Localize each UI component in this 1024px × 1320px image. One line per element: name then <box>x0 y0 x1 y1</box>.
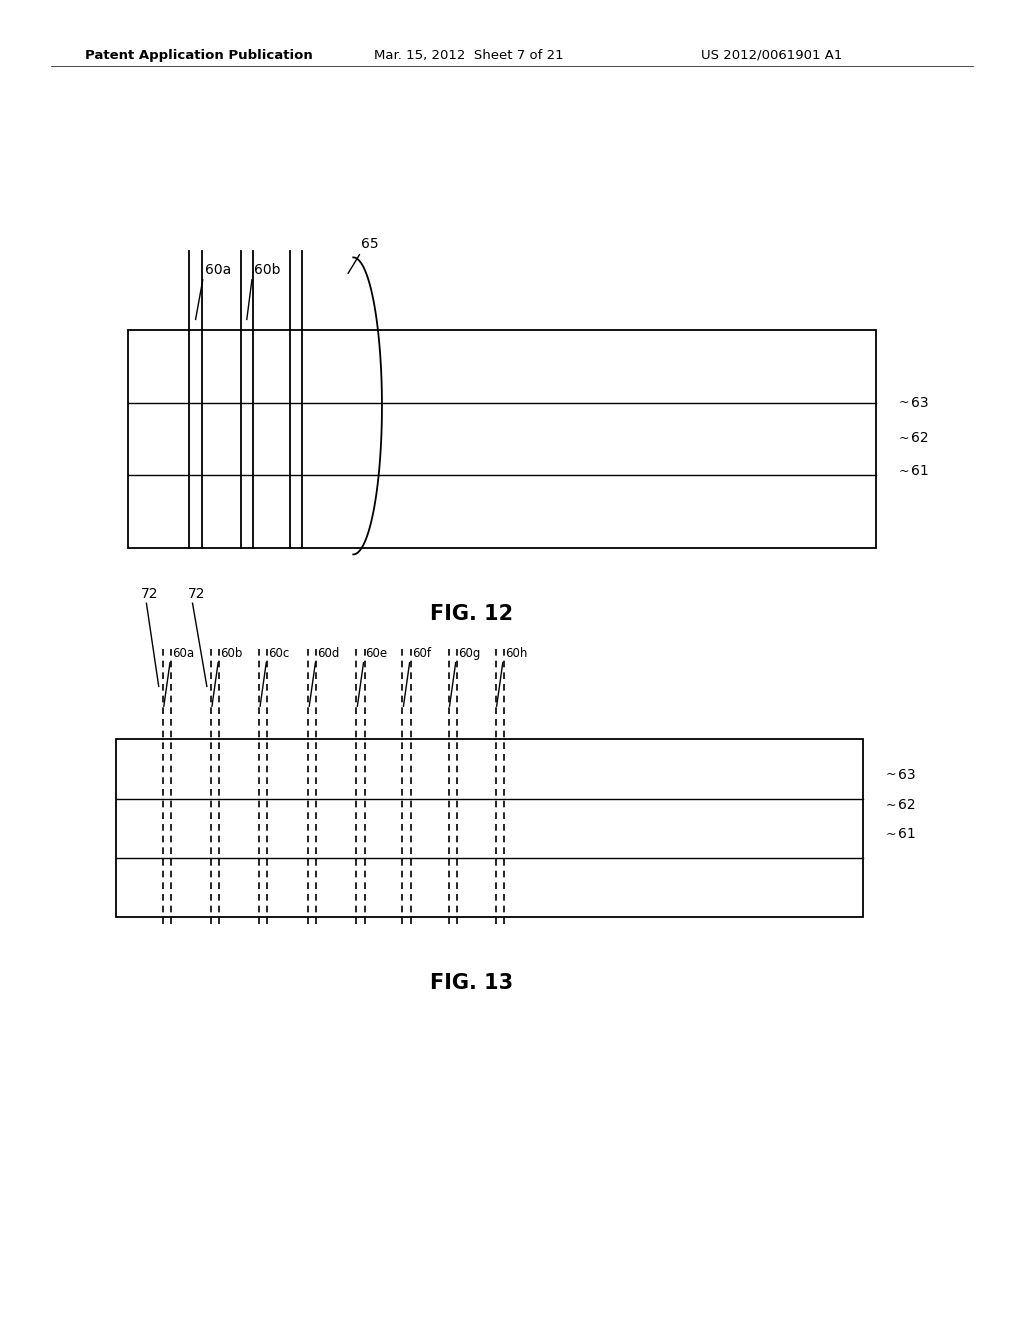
Text: 72: 72 <box>141 586 159 601</box>
Text: 60d: 60d <box>317 647 340 660</box>
Text: 63: 63 <box>911 396 929 409</box>
Text: 60c: 60c <box>268 647 290 660</box>
Text: FIG. 13: FIG. 13 <box>430 973 513 994</box>
Text: 61: 61 <box>911 465 929 478</box>
Text: ~: ~ <box>886 768 896 781</box>
Text: 60g: 60g <box>458 647 480 660</box>
Text: 60b: 60b <box>220 647 243 660</box>
Text: 62: 62 <box>911 432 929 445</box>
Text: 65: 65 <box>361 236 379 251</box>
Text: 63: 63 <box>898 768 915 781</box>
Text: 60a: 60a <box>205 263 231 277</box>
Text: 60e: 60e <box>366 647 388 660</box>
Text: 60b: 60b <box>254 263 281 277</box>
Text: ~: ~ <box>899 465 909 478</box>
Text: ~: ~ <box>899 432 909 445</box>
Bar <box>116 739 863 917</box>
Text: ~: ~ <box>886 828 896 841</box>
Text: Patent Application Publication: Patent Application Publication <box>85 49 312 62</box>
Text: 60h: 60h <box>505 647 527 660</box>
Text: US 2012/0061901 A1: US 2012/0061901 A1 <box>701 49 843 62</box>
Text: 62: 62 <box>898 799 915 812</box>
Text: 60f: 60f <box>412 647 431 660</box>
Text: ~: ~ <box>886 799 896 812</box>
Bar <box>128 330 876 548</box>
Text: Mar. 15, 2012  Sheet 7 of 21: Mar. 15, 2012 Sheet 7 of 21 <box>374 49 563 62</box>
Text: 61: 61 <box>898 828 915 841</box>
Text: FIG. 12: FIG. 12 <box>430 603 513 624</box>
Text: 72: 72 <box>187 586 205 601</box>
Text: 60a: 60a <box>172 647 195 660</box>
Text: ~: ~ <box>899 396 909 409</box>
